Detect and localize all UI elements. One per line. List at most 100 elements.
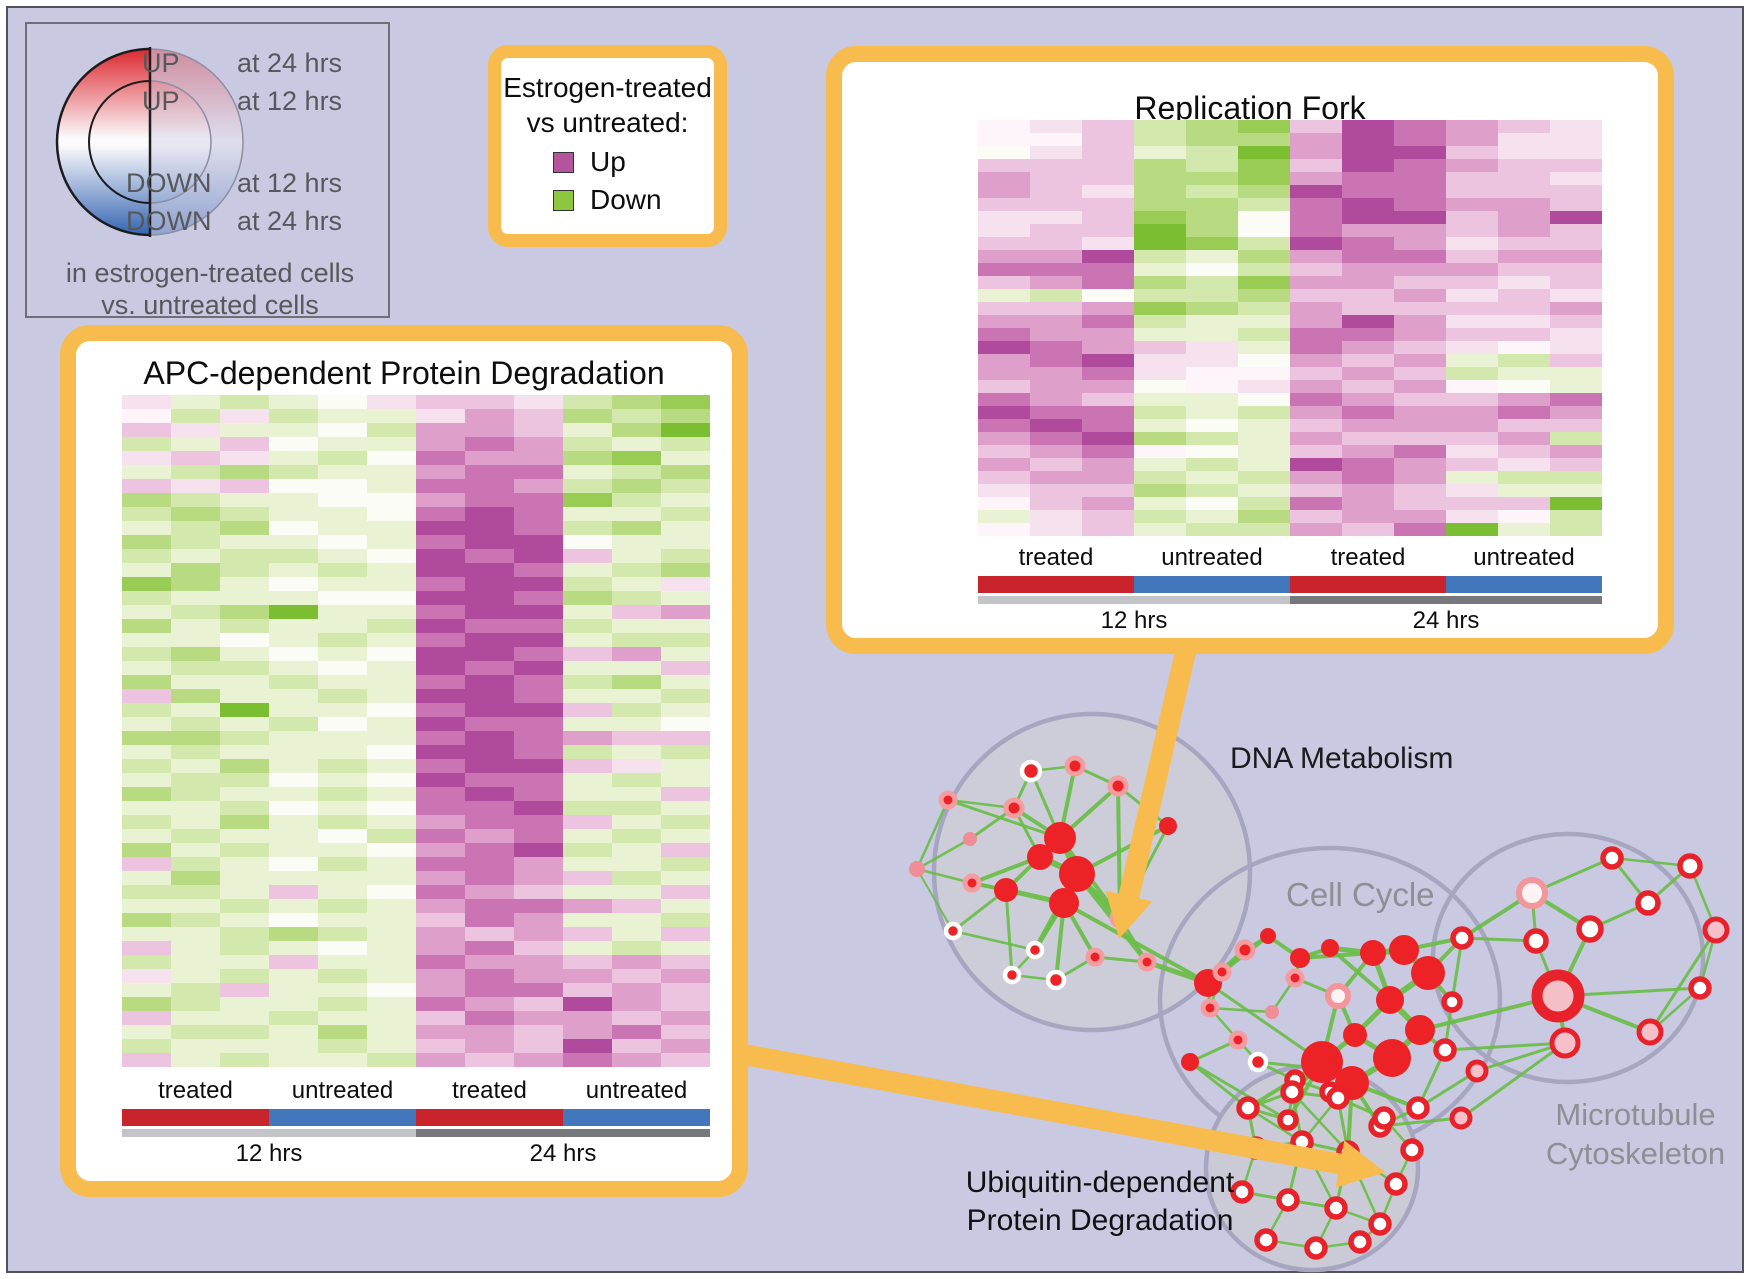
heatmap-row [122, 913, 710, 927]
heatmap-cell [1134, 419, 1186, 432]
heatmap-cell [1550, 523, 1602, 536]
condition-bar-segment [1134, 576, 1290, 593]
heatmap-cell [318, 633, 367, 647]
heatmap-cell [122, 563, 171, 577]
heatmap-cell [612, 871, 661, 885]
heatmap-cell [661, 703, 710, 717]
heatmap-row [122, 997, 710, 1011]
heatmap-row [122, 507, 710, 521]
network-node [1277, 1109, 1299, 1131]
heatmap-cell [318, 857, 367, 871]
network-node [1276, 1188, 1300, 1212]
heatmap-cell [220, 717, 269, 731]
heatmap-cell [1186, 510, 1238, 523]
heatmap-cell [122, 815, 171, 829]
heatmap-cell [1342, 341, 1394, 354]
heatmap-cell [171, 689, 220, 703]
heatmap-cell [563, 801, 612, 815]
heatmap-cell [1186, 198, 1238, 211]
heatmap-cell [1446, 250, 1498, 263]
network-edge [1004, 889, 1014, 976]
heatmap-cell [514, 759, 563, 773]
heatmap-cell [367, 1025, 416, 1039]
heatmap-cell [367, 745, 416, 759]
heatmap-cell [318, 913, 367, 927]
heatmap-cell [1082, 211, 1134, 224]
heatmap-cell [612, 689, 661, 703]
ring-time-label: at 24 hrs [237, 206, 343, 236]
heatmap-row [978, 250, 1602, 263]
heatmap-cell [416, 787, 465, 801]
heatmap-cell [171, 619, 220, 633]
heatmap-cell [514, 871, 563, 885]
heatmap-cell [1498, 328, 1550, 341]
heatmap-cell [171, 941, 220, 955]
heatmap-cell [1550, 419, 1602, 432]
heatmap-cell [1394, 276, 1446, 289]
heatmap-cell [514, 717, 563, 731]
heatmap-cell [122, 577, 171, 591]
heatmap-cell [1238, 458, 1290, 471]
heatmap-row [122, 619, 710, 633]
heatmap-cell [1394, 393, 1446, 406]
heatmap-cell [122, 857, 171, 871]
heatmap-cell [612, 899, 661, 913]
heatmap-cell [1030, 458, 1082, 471]
heatmap-cell [416, 829, 465, 843]
heatmap-cell [1030, 133, 1082, 146]
heatmap-cell [514, 605, 563, 619]
heatmap-cell [612, 1039, 661, 1053]
network-edge [915, 799, 950, 870]
heatmap-cell [661, 941, 710, 955]
heatmap-cell [465, 1025, 514, 1039]
heatmap-cell [612, 955, 661, 969]
heatmap-cell [465, 409, 514, 423]
heatmap-cell [1290, 211, 1342, 224]
heatmap-cell [1082, 471, 1134, 484]
network-node [1326, 1086, 1350, 1110]
heatmap-cell [612, 675, 661, 689]
heatmap-cell [171, 549, 220, 563]
heatmap-cell [661, 549, 710, 563]
heatmap-cell [416, 857, 465, 871]
time-labels-row: 12 hrs 24 hrs [122, 1140, 710, 1168]
heatmap-cell [269, 857, 318, 871]
heatmap-cell [269, 493, 318, 507]
heatmap-cell [612, 577, 661, 591]
heatmap-cell [1342, 458, 1394, 471]
heatmap-cell [318, 535, 367, 549]
heatmap-cell [122, 521, 171, 535]
network-node [1677, 853, 1703, 879]
heatmap-cell [1290, 263, 1342, 276]
heatmap-cell [318, 1025, 367, 1039]
estrogen-legend-title-line1: Estrogen-treated [503, 72, 712, 103]
heatmap-cell [465, 745, 514, 759]
heatmap-cell [978, 510, 1030, 523]
ring-outer-left-outline [55, 47, 151, 237]
heatmap-cell [318, 983, 367, 997]
heatmap-cell [269, 689, 318, 703]
heatmap-cell [514, 395, 563, 409]
heatmap-cell [661, 1053, 710, 1067]
down-color-swatch [553, 189, 574, 211]
network-node [1265, 1005, 1279, 1019]
heatmap-row [122, 633, 710, 647]
network-node [1433, 1038, 1457, 1062]
heatmap-cell [122, 661, 171, 675]
heatmap-cell [1342, 406, 1394, 419]
heatmap-cell [220, 913, 269, 927]
heatmap-cell [1498, 510, 1550, 523]
heatmap-cell [269, 535, 318, 549]
heatmap-cell [1030, 406, 1082, 419]
heatmap-row [122, 591, 710, 605]
heatmap-cell [1134, 237, 1186, 250]
heatmap-cell [1030, 510, 1082, 523]
heatmap-cell [416, 955, 465, 969]
heatmap-cell [269, 479, 318, 493]
heatmap-cell [563, 395, 612, 409]
ring-legend-caption-line2: vs. untreated cells [101, 290, 319, 320]
heatmap-cell [661, 885, 710, 899]
heatmap-cell [1082, 484, 1134, 497]
condition-bar-segment [978, 576, 1134, 593]
heatmap-cell [563, 437, 612, 451]
